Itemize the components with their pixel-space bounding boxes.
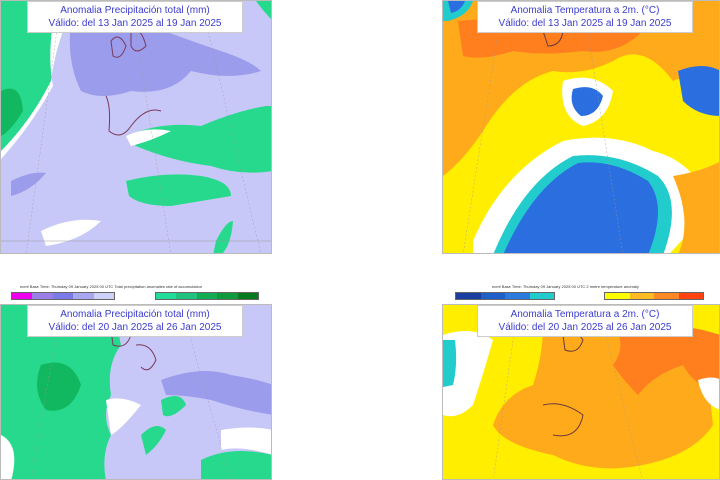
swatch [629, 293, 654, 299]
swatch [480, 293, 505, 299]
swatch [176, 293, 197, 299]
swatch [93, 293, 115, 299]
precip-map-week2-fill [1, 305, 271, 479]
map-title: Anomalia Precipitación total (mm) [60, 5, 210, 16]
map-title: Anomalia Precipitación total (mm) [60, 309, 210, 320]
swatch [196, 293, 218, 299]
map-valid-dates: Válido: del 20 Jan 2025 al 26 Jan 2025 [48, 322, 222, 333]
swatch [654, 293, 679, 299]
temp-map-week1-fill [443, 1, 719, 253]
swatch [52, 293, 74, 299]
swatch [505, 293, 530, 299]
legend-caption: ecmf Base Time: Thursday 09 January 2025… [20, 284, 202, 289]
legend-positive-scale [155, 292, 259, 300]
swatch [217, 293, 238, 299]
precip-color-legend: ecmf Base Time: Thursday 09 January 2025… [8, 284, 264, 306]
precip-anomaly-map-week1: Anomalia Precipitación total (mm) Válido… [0, 0, 272, 254]
swatch [678, 293, 703, 299]
map-title-box: Anomalia Precipitación total (mm) Válido… [27, 1, 243, 33]
legend-caption: ecmf Base Time: Thursday 09 January 2025… [492, 284, 639, 289]
temp-anomaly-map-week1: Anomalia Temperatura a 2m. (°C) Válido: … [442, 0, 720, 254]
swatch [73, 293, 94, 299]
temp-anomaly-map-week2: Anomalia Temperatura a 2m. (°C) Válido: … [442, 304, 720, 480]
map-valid-dates: Válido: del 13 Jan 2025 al 19 Jan 2025 [48, 18, 222, 29]
swatch [32, 293, 53, 299]
precip-anomaly-map-week2: Anomalia Precipitación total (mm) Válido… [0, 304, 272, 480]
swatch [12, 293, 33, 299]
map-title-box: Anomalia Temperatura a 2m. (°C) Válido: … [477, 1, 693, 33]
legend-negative-scale [11, 292, 115, 300]
map-title: Anomalia Temperatura a 2m. (°C) [510, 5, 660, 16]
map-valid-dates: Válido: del 20 Jan 2025 al 26 Jan 2025 [498, 322, 672, 333]
map-title: Anomalia Temperatura a 2m. (°C) [510, 309, 660, 320]
map-valid-dates: Válido: del 13 Jan 2025 al 19 Jan 2025 [498, 18, 672, 29]
legend-negative-scale [455, 292, 555, 300]
legend-positive-scale [604, 292, 704, 300]
swatch [237, 293, 259, 299]
swatch [605, 293, 630, 299]
swatch [529, 293, 554, 299]
swatch [156, 293, 177, 299]
precip-map-week1-fill [1, 1, 271, 253]
map-title-box: Anomalia Temperatura a 2m. (°C) Válido: … [477, 305, 693, 337]
map-title-box: Anomalia Precipitación total (mm) Válido… [27, 305, 243, 337]
temp-color-legend: ecmf Base Time: Thursday 09 January 2025… [452, 284, 710, 306]
swatch [456, 293, 481, 299]
